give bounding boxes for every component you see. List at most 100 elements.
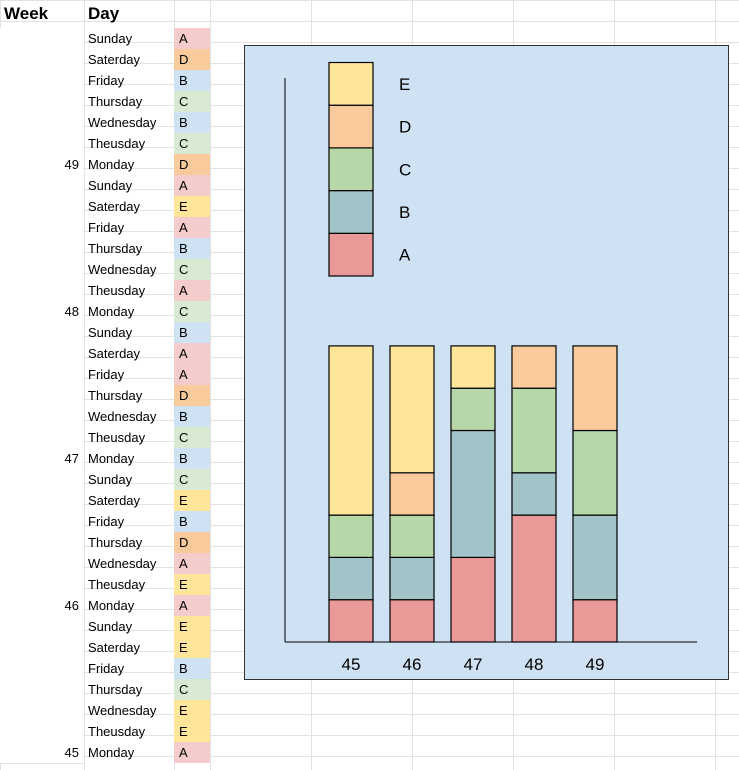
code-cell[interactable]: C	[174, 301, 210, 322]
day-cell[interactable]: Monday	[88, 304, 135, 319]
code-cell[interactable]: E	[174, 574, 210, 595]
day-cell[interactable]: Wednesday	[88, 262, 157, 277]
code-cell[interactable]: B	[174, 112, 210, 133]
code-cell[interactable]: B	[174, 238, 210, 259]
code-cell[interactable]: A	[174, 742, 210, 763]
week-cell[interactable]: 47	[0, 448, 83, 469]
day-cell[interactable]: Saterday	[88, 640, 141, 655]
code-cell[interactable]: C	[174, 427, 210, 448]
day-cell[interactable]: Thursday	[88, 388, 143, 403]
week-cell[interactable]: 46	[0, 595, 83, 616]
code-cell[interactable]: A	[174, 217, 210, 238]
code-cell[interactable]: D	[174, 154, 210, 175]
week-cell[interactable]	[0, 28, 83, 49]
day-cell[interactable]: Sunday	[88, 325, 133, 340]
day-cell[interactable]: Theusday	[88, 283, 146, 298]
week-cell[interactable]	[0, 364, 83, 385]
code-cell[interactable]: D	[174, 49, 210, 70]
code-cell[interactable]: E	[174, 721, 210, 742]
week-cell[interactable]	[0, 322, 83, 343]
code-cell[interactable]: E	[174, 616, 210, 637]
day-cell[interactable]: Saterday	[88, 346, 141, 361]
day-cell[interactable]: Thursday	[88, 535, 143, 550]
day-cell[interactable]: Friday	[88, 661, 125, 676]
week-cell[interactable]	[0, 133, 83, 154]
day-cell[interactable]: Thursday	[88, 682, 143, 697]
day-cell[interactable]: Monday	[88, 157, 135, 172]
code-cell[interactable]: D	[174, 385, 210, 406]
week-cell[interactable]	[0, 511, 83, 532]
day-cell[interactable]: Theusday	[88, 577, 146, 592]
week-cell[interactable]	[0, 679, 83, 700]
code-cell[interactable]: C	[174, 679, 210, 700]
code-cell[interactable]: C	[174, 91, 210, 112]
code-cell[interactable]: B	[174, 322, 210, 343]
week-cell[interactable]	[0, 406, 83, 427]
code-cell[interactable]: A	[174, 595, 210, 616]
week-cell[interactable]	[0, 70, 83, 91]
code-cell[interactable]: B	[174, 406, 210, 427]
day-cell[interactable]: Theusday	[88, 136, 146, 151]
day-cell[interactable]: Monday	[88, 745, 135, 760]
day-cell[interactable]: Saterday	[88, 199, 141, 214]
week-cell[interactable]	[0, 217, 83, 238]
code-cell[interactable]: B	[174, 448, 210, 469]
week-cell[interactable]	[0, 469, 83, 490]
code-cell[interactable]: B	[174, 511, 210, 532]
code-cell[interactable]: E	[174, 637, 210, 658]
week-cell[interactable]	[0, 49, 83, 70]
code-cell[interactable]: E	[174, 490, 210, 511]
day-cell[interactable]: Friday	[88, 220, 125, 235]
day-cell[interactable]: Theusday	[88, 430, 146, 445]
day-cell[interactable]: Saterday	[88, 52, 141, 67]
day-cell[interactable]: Sunday	[88, 472, 133, 487]
day-cell[interactable]: Theusday	[88, 724, 146, 739]
week-cell[interactable]	[0, 427, 83, 448]
header-day[interactable]: Day	[88, 4, 120, 23]
code-cell[interactable]: A	[174, 28, 210, 49]
code-cell[interactable]: A	[174, 364, 210, 385]
day-cell[interactable]: Wednesday	[88, 409, 157, 424]
week-cell[interactable]	[0, 280, 83, 301]
week-cell[interactable]	[0, 196, 83, 217]
week-cell[interactable]: 45	[0, 742, 83, 763]
week-cell[interactable]	[0, 532, 83, 553]
week-cell[interactable]	[0, 574, 83, 595]
day-cell[interactable]: Thursday	[88, 241, 143, 256]
week-cell[interactable]	[0, 553, 83, 574]
day-cell[interactable]: Monday	[88, 598, 135, 613]
day-cell[interactable]: Sunday	[88, 178, 133, 193]
day-cell[interactable]: Wednesday	[88, 556, 157, 571]
week-cell[interactable]	[0, 259, 83, 280]
day-cell[interactable]: Saterday	[88, 493, 141, 508]
day-cell[interactable]: Monday	[88, 451, 135, 466]
code-cell[interactable]: B	[174, 658, 210, 679]
code-cell[interactable]: D	[174, 532, 210, 553]
week-cell[interactable]	[0, 112, 83, 133]
week-cell[interactable]	[0, 700, 83, 721]
day-cell[interactable]: Wednesday	[88, 115, 157, 130]
week-cell[interactable]	[0, 385, 83, 406]
code-cell[interactable]: A	[174, 343, 210, 364]
week-cell[interactable]	[0, 175, 83, 196]
week-cell[interactable]	[0, 658, 83, 679]
code-cell[interactable]: A	[174, 553, 210, 574]
week-cell[interactable]: 49	[0, 154, 83, 175]
week-cell[interactable]	[0, 721, 83, 742]
code-cell[interactable]: B	[174, 70, 210, 91]
day-cell[interactable]: Thursday	[88, 94, 143, 109]
week-cell[interactable]	[0, 343, 83, 364]
week-cell[interactable]	[0, 91, 83, 112]
week-cell[interactable]	[0, 637, 83, 658]
code-cell[interactable]: E	[174, 196, 210, 217]
code-cell[interactable]: A	[174, 280, 210, 301]
code-cell[interactable]: A	[174, 175, 210, 196]
code-cell[interactable]: C	[174, 469, 210, 490]
day-cell[interactable]: Friday	[88, 514, 125, 529]
code-cell[interactable]: E	[174, 700, 210, 721]
week-cell[interactable]: 48	[0, 301, 83, 322]
day-cell[interactable]: Friday	[88, 367, 125, 382]
day-cell[interactable]: Sunday	[88, 31, 133, 46]
code-cell[interactable]: C	[174, 259, 210, 280]
week-cell[interactable]	[0, 490, 83, 511]
